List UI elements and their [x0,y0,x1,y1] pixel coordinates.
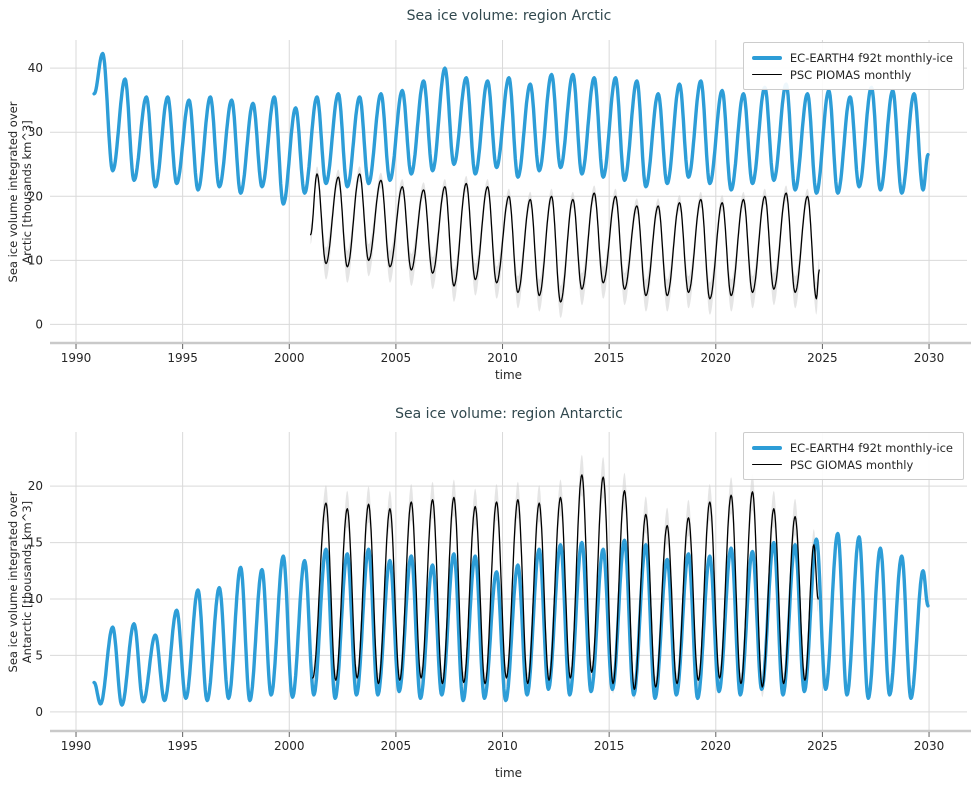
svg-text:2030: 2030 [914,739,945,753]
antarctic-chart: 1990 1995 2000 2005 2010 2015 2020 2025 2030 0 5 10… [0,394,978,788]
antarctic-y-axis-label-line2: Antarctic [thousands km^3] [20,500,34,663]
svg-text:2010: 2010 [487,739,518,753]
ec-earth4-line-sample [751,55,782,60]
svg-text:30: 30 [28,125,43,139]
svg-text:2010: 2010 [487,351,518,365]
legend-row-piomas: PSC PIOMAS monthly [751,66,953,83]
arctic-chart-title: Sea ice volume: region Arctic [406,8,612,24]
antarctic-y-axis-label-line1: Sea ice volume integrated over [6,491,20,672]
svg-text:2015: 2015 [594,739,625,753]
svg-text:0: 0 [35,317,43,331]
arctic-y-axis-label-wrap: Sea ice volume integrated over Arctic [t… [2,40,38,343]
svg-text:10: 10 [28,592,43,606]
svg-text:2020: 2020 [701,351,732,365]
piomas-legend-label: PSC PIOMAS monthly [789,67,912,82]
arctic-legend: EC-EARTH4 f92t monthly-ice PSC PIOMAS mo… [742,42,964,90]
svg-text:40: 40 [28,61,43,75]
antarctic-y-axis-label: Sea ice volume integrated over Antarctic… [6,430,34,733]
piomas-line-sample [751,73,782,76]
arctic-y-axis-label-line1: Sea ice volume integrated over [6,101,20,282]
svg-text:2000: 2000 [274,739,305,753]
arctic-y-axis-label: Sea ice volume integrated over Arctic [t… [6,40,34,343]
arctic-x-axis-label: time [494,368,523,382]
svg-text:5: 5 [35,648,43,662]
antarctic-chart-title: Sea ice volume: region Antarctic [395,406,623,422]
svg-text:20: 20 [28,479,43,493]
svg-text:1995: 1995 [167,739,198,753]
svg-text:2005: 2005 [381,739,412,753]
ec-earth4-legend-label: EC-EARTH4 f92t monthly-ice [789,50,953,65]
svg-text:0: 0 [35,705,43,719]
svg-text:15: 15 [28,536,43,550]
antarctic-y-axis-label-wrap: Sea ice volume integrated over Antarctic… [2,432,38,731]
svg-text:10: 10 [28,253,43,267]
svg-text:1995: 1995 [167,351,198,365]
svg-text:2030: 2030 [914,351,945,365]
svg-text:1990: 1990 [61,351,92,365]
svg-text:2000: 2000 [274,351,305,365]
antarctic-legend: EC-EARTH4 f92t monthly-ice PSC GIOMAS mo… [742,432,964,480]
legend-row-ec-earth4: EC-EARTH4 f92t monthly-ice [751,439,953,456]
svg-text:20: 20 [28,189,43,203]
antarctic-x-axis-label: time [494,766,523,780]
legend-row-ec-earth4: EC-EARTH4 f92t monthly-ice [751,49,953,66]
ec-earth4-line-sample [751,445,782,450]
antarctic-plot-canvas: 1990 1995 2000 2005 2010 2015 2020 2025 20300510… [28,432,971,753]
arctic-plot-canvas: 1990 1995 2000 2005 2010 2015 2020 2025 20300102… [28,40,971,365]
ec-earth4-legend-label: EC-EARTH4 f92t monthly-ice [789,440,953,455]
svg-text:2020: 2020 [701,739,732,753]
svg-text:2025: 2025 [807,739,838,753]
giomas-legend-label: PSC GIOMAS monthly [789,457,914,472]
arctic-chart: 1990 1995 2000 2005 2010 2015 2020 2025 2030 0 10 2… [2,8,971,382]
giomas-line-sample [751,463,782,466]
svg-text:2025: 2025 [807,351,838,365]
svg-text:2005: 2005 [381,351,412,365]
svg-text:1990: 1990 [61,739,92,753]
legend-row-giomas: PSC GIOMAS monthly [751,456,953,473]
arctic-y-axis-label-line2: Arctic [thousands km^3] [20,119,34,264]
svg-text:2015: 2015 [594,351,625,365]
